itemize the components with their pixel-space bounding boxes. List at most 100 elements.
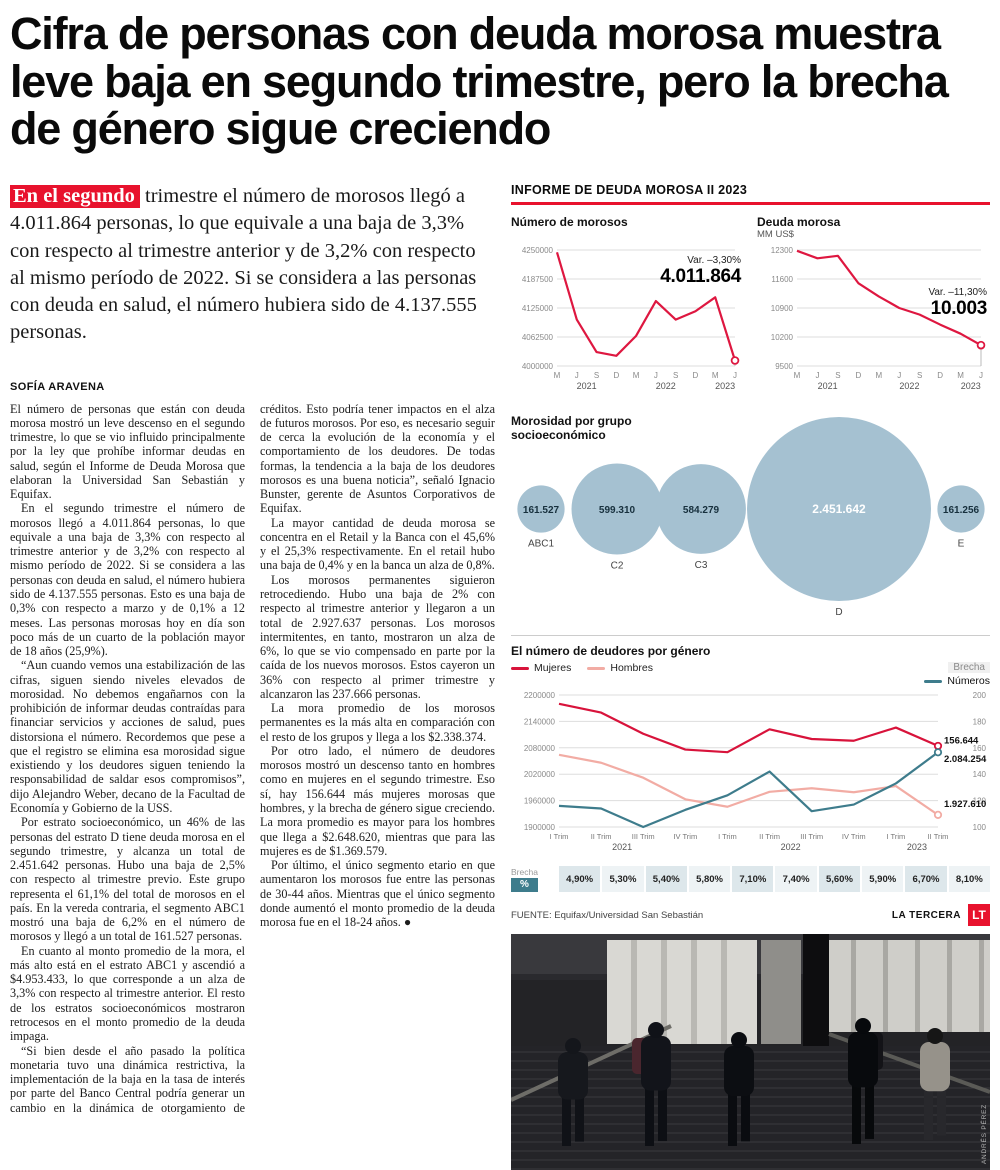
chart-genero-title: El número de deudores por género [511,644,711,659]
brand: LA TERCERA LT [891,904,990,927]
svg-text:2080000: 2080000 [524,744,556,753]
svg-text:12300: 12300 [771,246,794,255]
legend-label: Hombres [610,662,653,675]
svg-text:I Trim: I Trim [887,832,906,841]
svg-text:M: M [794,371,801,380]
chart-deuda-title: Deuda morosa [757,215,841,230]
photo-credit: ANDRÉS PÉREZ [981,1103,988,1165]
brecha-line-swatch [924,679,943,683]
chart-genero-legend: Mujeres Hombres Brecha Números [511,662,990,687]
svg-text:10900: 10900 [771,304,794,313]
byline: SOFÍA ARAVENA [10,380,105,393]
svg-text:M: M [875,371,882,380]
source-row: FUENTE: Equifax/Universidad San Sebastiá… [511,904,990,927]
chart-morosos-title: Número de morosos [511,215,628,230]
svg-text:C3: C3 [695,560,708,571]
chart-socioeconomico: 161.527 ABC1 599.310 C2 584.279 C3 2.451.642 D 1… [511,409,990,625]
article-paragraph: Por otro lado, el número de deudores mor… [260,743,495,858]
svg-text:II Trim: II Trim [591,832,612,841]
svg-text:S: S [835,371,840,380]
svg-text:2140000: 2140000 [524,717,556,726]
chart-deuda-subtitle: MM US$ [757,229,794,241]
article-body: El número de personas que están con deud… [10,402,495,1118]
svg-text:ABC1: ABC1 [528,539,555,550]
article-column: En el segundo trimestre el número de mor… [10,183,495,1170]
chart-deuda: Deuda morosa MM US$ 12300 11600 10900 10200… [757,215,989,397]
svg-text:584.279: 584.279 [683,505,720,516]
svg-text:S: S [673,371,678,380]
chart-socioeconomico-plot: 161.527 ABC1 599.310 C2 584.279 C3 2.451.642 D 1… [517,417,985,618]
chart-morosos: Número de morosos 4250000 4187500 4125000 4… [511,215,743,397]
legend-label: Mujeres [534,662,572,675]
svg-text:I Trim: I Trim [550,832,569,841]
main-layout: En el segundo trimestre el número de mor… [10,183,990,1170]
svg-text:III Trim: III Trim [632,832,655,841]
svg-text:10200: 10200 [771,333,794,342]
svg-text:J: J [815,371,819,380]
hombres-line-swatch [587,666,606,670]
svg-text:J: J [979,371,983,380]
brecha-cell: 7,40% [775,866,817,893]
svg-text:2022: 2022 [899,381,919,391]
svg-text:161.527: 161.527 [523,505,560,516]
svg-text:2020000: 2020000 [524,770,556,779]
svg-text:2023: 2023 [715,381,735,391]
svg-text:J: J [897,371,901,380]
source-credit: FUENTE: Equifax/Universidad San Sebastiá… [511,909,704,921]
article-paragraph: El número de personas que están con deud… [10,401,245,502]
svg-text:I Trim: I Trim [718,832,737,841]
svg-text:D: D [613,371,619,380]
svg-text:100: 100 [973,823,987,832]
legend-left: Mujeres Hombres [511,662,653,674]
svg-text:2.451.642: 2.451.642 [812,502,866,516]
brecha-row-values: 4,90% 5,30% 5,40% 5,80% 7,10% 7,40% 5,60% 5,90%… [559,866,990,893]
svg-text:IV Trim: IV Trim [842,832,866,841]
svg-text:4062500: 4062500 [522,333,554,342]
lead-highlight: En el segundo [10,185,140,209]
article-paragraph: En cuanto al monto promedio de la mora, … [10,943,245,1044]
svg-text:160: 160 [973,744,987,753]
chart-socioeconomico-title: Morosidad por grupo socioeconómico [511,414,632,442]
svg-text:2022: 2022 [656,381,676,391]
svg-text:4187500: 4187500 [522,275,554,284]
variation-label: Var. –3,30% [687,255,741,267]
legend-item-hombres: Hombres [587,662,653,674]
legend-item-numeros: Números [924,675,990,687]
svg-text:599.310: 599.310 [599,505,636,516]
article-paragraph: Los morosos permanentes siguieron retroc… [260,572,495,701]
svg-text:C2: C2 [611,561,624,572]
svg-text:4250000: 4250000 [522,246,554,255]
mujeres-line-swatch [511,666,529,670]
svg-text:4125000: 4125000 [522,304,554,313]
svg-text:200: 200 [973,691,987,700]
chart-genero-plot: 2200000 2140000 2080000 2020000 1960000 19000… [524,691,987,852]
brand-name: LA TERCERA [891,909,961,921]
infographic: INFORME DE DEUDA MOROSA II 2023 Número d… [511,183,990,1170]
svg-text:II Trim: II Trim [928,832,949,841]
lead-rest: trimestre el número de morosos llegó a 4… [10,185,477,344]
svg-text:2023: 2023 [961,381,981,391]
brecha-cell: 7,10% [732,866,774,893]
lt-logo-icon: LT [968,904,990,927]
svg-text:J: J [654,371,658,380]
article-paragraph: “Aun cuando vemos una estabilización de … [10,658,245,815]
svg-text:S: S [917,371,922,380]
big-value-label: 10.003 [930,298,988,320]
svg-text:156.644: 156.644 [944,735,979,746]
svg-text:D: D [693,371,699,380]
svg-text:J: J [733,371,737,380]
svg-text:180: 180 [973,717,987,726]
variation-label: Var. –11,30% [928,287,987,299]
svg-text:S: S [594,371,599,380]
article-paragraph: Por estrato socioeconómico, un 46% de la… [10,815,245,944]
brecha-cell: 5,60% [818,866,861,893]
article-paragraph: La mayor cantidad de deuda morosa se con… [260,515,495,573]
svg-text:2023: 2023 [907,842,927,852]
svg-text:M: M [712,371,719,380]
svg-text:140: 140 [973,770,987,779]
svg-text:2021: 2021 [577,381,597,391]
legend-right: Brecha Números [924,662,990,687]
brecha-cell: 6,70% [905,866,947,893]
